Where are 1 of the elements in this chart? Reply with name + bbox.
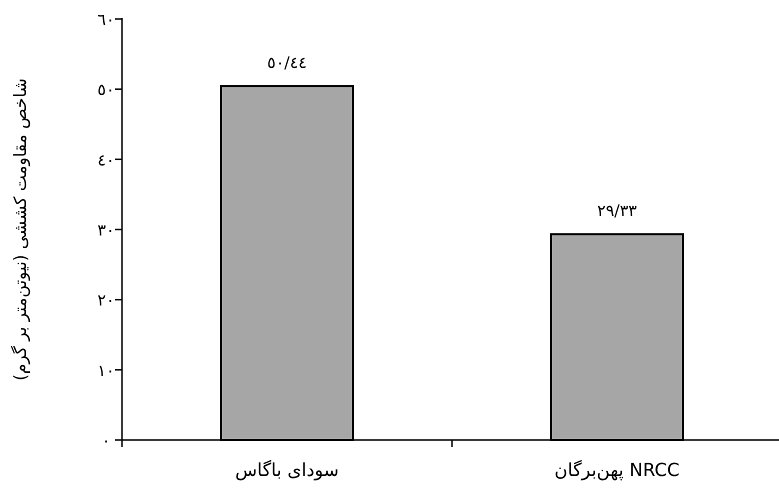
ylabel: شاخص مقاومت کششی (نیوتن‌متر بر گرم) xyxy=(11,78,31,381)
